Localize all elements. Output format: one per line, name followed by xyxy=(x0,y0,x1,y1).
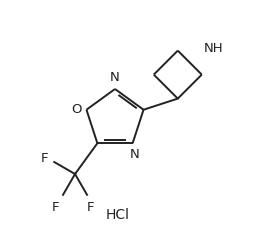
Text: F: F xyxy=(41,152,48,165)
Text: O: O xyxy=(71,103,82,116)
Text: F: F xyxy=(87,201,94,214)
Text: HCl: HCl xyxy=(106,208,130,222)
Text: F: F xyxy=(52,201,59,214)
Text: N: N xyxy=(110,71,120,84)
Text: N: N xyxy=(130,148,139,161)
Text: NH: NH xyxy=(204,42,224,55)
